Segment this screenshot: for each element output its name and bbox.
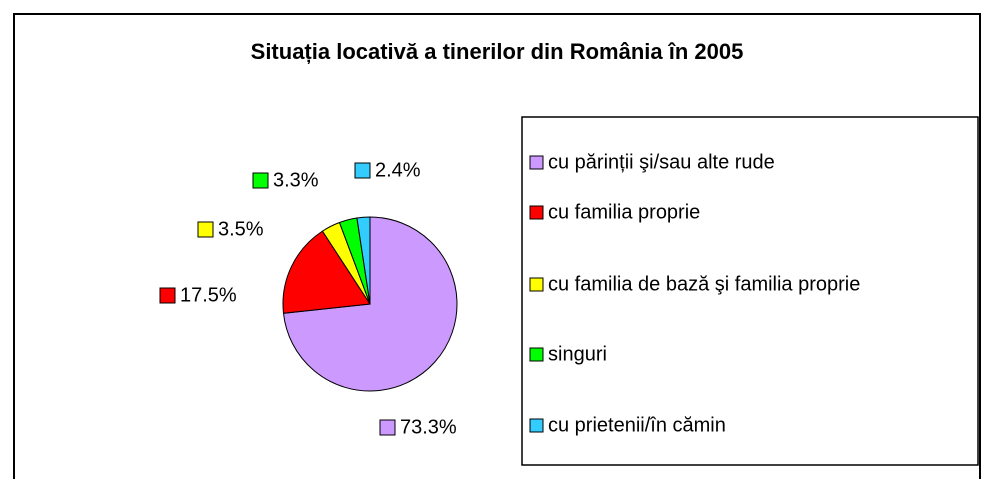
data-label: 3.3% bbox=[273, 169, 319, 191]
data-label-swatch bbox=[379, 419, 396, 436]
legend-box bbox=[521, 116, 979, 466]
legend-label: cu familia de bază şi familia proprie bbox=[548, 273, 860, 295]
data-label-swatch bbox=[197, 221, 214, 238]
data-label: 3.5% bbox=[218, 218, 264, 240]
legend-swatch bbox=[529, 277, 544, 292]
legend-label: cu părinții şi/sau alte rude bbox=[548, 151, 775, 173]
chart-title: Situația locativă a tinerilor din Români… bbox=[251, 39, 744, 64]
data-label-swatch bbox=[159, 287, 176, 304]
pie-slice bbox=[282, 230, 371, 314]
data-label-swatch bbox=[252, 172, 269, 189]
legend-swatch bbox=[529, 347, 544, 362]
data-label: 73.3% bbox=[400, 416, 457, 438]
legend-swatch bbox=[529, 418, 544, 433]
legend-swatch bbox=[529, 155, 544, 170]
legend-label: cu prietenii/în cămin bbox=[548, 414, 726, 436]
legend-label: cu familia proprie bbox=[548, 201, 700, 223]
data-label-swatch bbox=[354, 162, 371, 179]
data-label: 17.5% bbox=[180, 284, 237, 306]
legend-swatch bbox=[529, 205, 544, 220]
legend-label: singuri bbox=[548, 343, 607, 365]
pie-slice bbox=[356, 216, 371, 305]
data-label: 2.4% bbox=[375, 159, 421, 181]
